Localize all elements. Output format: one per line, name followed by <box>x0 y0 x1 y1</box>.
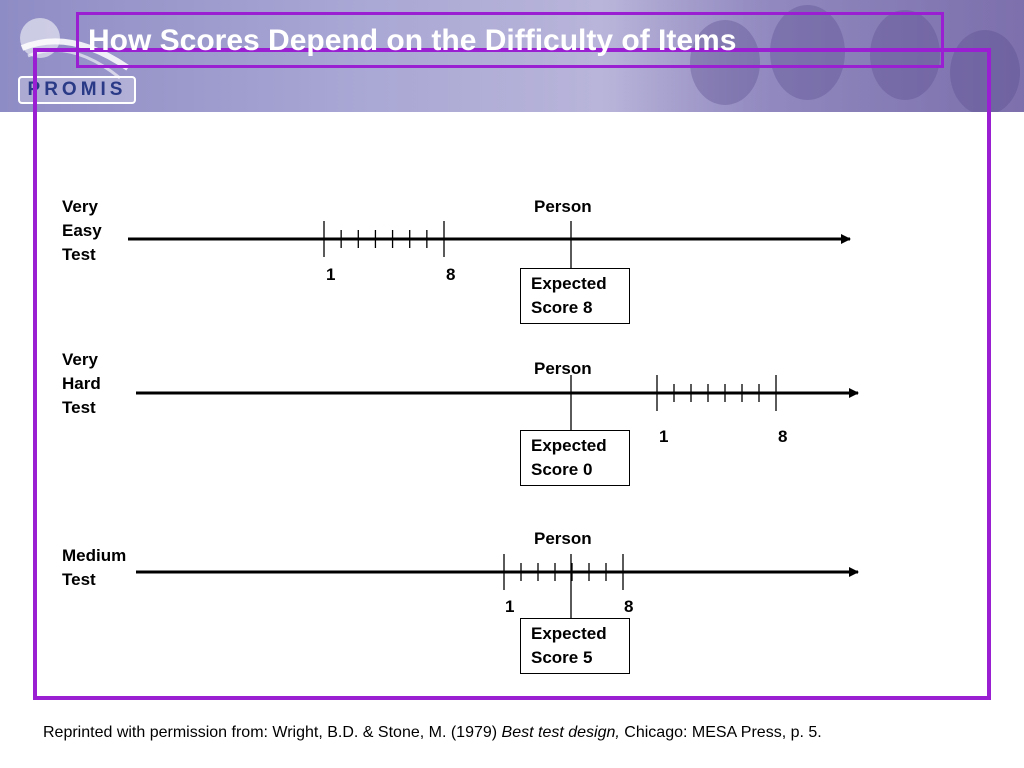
header-photo <box>600 0 1024 112</box>
expected-score-box: Expected Score 0 <box>520 430 630 486</box>
header-banner: PROMIS <box>0 0 1024 112</box>
person-label: Person <box>534 359 592 378</box>
row-label-very-easy: Very Easy Test <box>62 197 102 264</box>
item-low-label: 1 <box>326 265 336 284</box>
person-label: Person <box>534 529 592 548</box>
item-low-label: 1 <box>659 427 669 446</box>
title-frame <box>76 12 944 68</box>
content-frame <box>33 48 991 700</box>
page-title: How Scores Depend on the Difficulty of I… <box>88 24 737 57</box>
item-high-label: 8 <box>624 597 634 616</box>
citation: Reprinted with permission from: Wright, … <box>43 724 822 741</box>
expected-score-box: Expected Score 8 <box>520 268 630 324</box>
item-low-label: 1 <box>505 597 515 616</box>
content-area <box>37 112 987 696</box>
row-label-medium: Medium Test <box>62 546 127 589</box>
person-label: Person <box>534 197 592 216</box>
item-high-label: 8 <box>446 265 456 284</box>
expected-score-box: Expected Score 5 <box>520 618 630 674</box>
item-high-label: 8 <box>778 427 788 446</box>
logo-text: PROMIS <box>18 76 136 104</box>
row-label-very-hard: Very Hard Test <box>62 350 101 417</box>
